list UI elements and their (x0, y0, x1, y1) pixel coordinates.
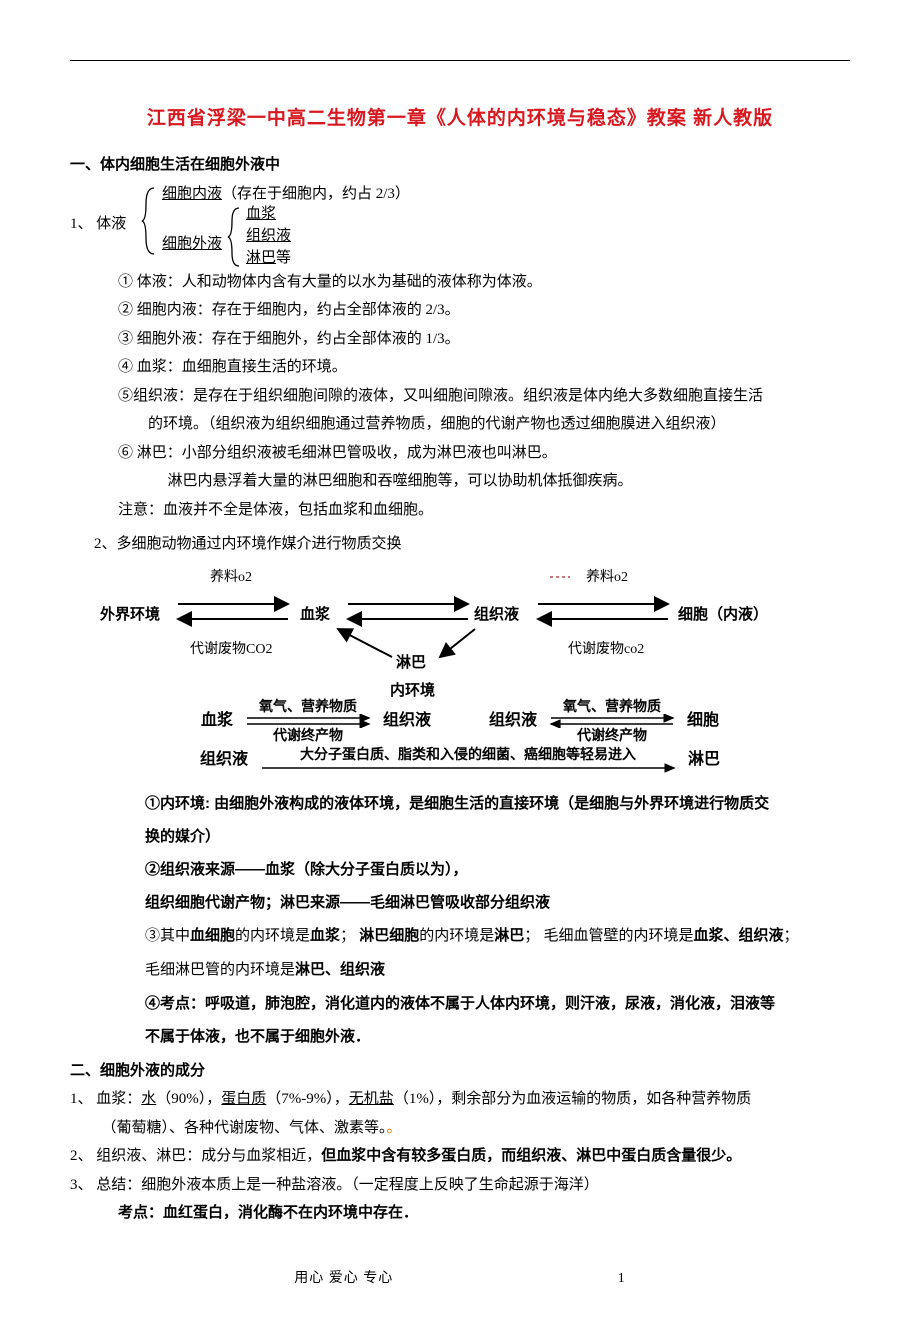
equilibrium-block: 血浆 氧气、营养物质 代谢终产物 组织液 组织液 氧气、营养物质 代谢终产物 细… (70, 699, 850, 773)
flow-label-top2: 养料o2 (586, 565, 628, 592)
flow-node-ext: 外界环境 (100, 601, 160, 630)
eq-a3: 组织液 (489, 710, 537, 732)
flow-label-bot1: 代谢废物CO2 (190, 637, 272, 664)
eq-a5: 组织液 (200, 749, 248, 771)
para-5: 毛细淋巴管的内环境是淋巴、组织液 (145, 953, 850, 987)
def-4: ④ 血浆：血细胞直接生活的环境。 (70, 353, 850, 382)
eq-a1: 血浆 (201, 710, 233, 732)
sec2-l4: 考点：血红蛋白，消化酶不在内环境中存在． (70, 1199, 850, 1228)
def-5b: 的环境。（组织液为组织细胞通过营养物质，细胞的代谢产物也透过细胞膜进入组织液） (70, 410, 850, 439)
para-block: ①内环境: 由细胞外液构成的液体环境，是细胞生活的直接环境（是细胞与外界环境进行… (70, 787, 850, 1053)
flow-label-top1: 养料o2 (210, 565, 252, 592)
top-rule (70, 60, 850, 61)
orange-dot: 。 (387, 1120, 402, 1136)
flow-node-plasma: 血浆 (300, 601, 330, 630)
eq-a6: 淋巴 (688, 749, 720, 771)
para-2: ②组织液来源——血浆（除大分子蛋白质以为）， (145, 853, 850, 886)
brace-root: 1、 体液 (70, 210, 126, 239)
eq-a2: 组织液 (383, 710, 431, 732)
para-1a: ①内环境: 由细胞外液构成的液体环境，是细胞生活的直接环境（是细胞与外界环境进行… (145, 787, 850, 820)
sec2-l2: 2、 组织液、淋巴：成分与血浆相近，但血浆中含有较多蛋白质，而组织液、淋巴中蛋白… (70, 1142, 850, 1171)
eq-stack-3: 大分子蛋白质、脂类和入侵的细菌、癌细胞等轻易进入 (252, 747, 684, 772)
def-3: ③ 细胞外液：存在于细胞外，约占全部体液的 1/3。 (70, 325, 850, 354)
eq-row-1: 血浆 氧气、营养物质 代谢终产物 组织液 组织液 氧气、营养物质 代谢终产物 细… (70, 699, 850, 744)
sub-2: 2、多细胞动物通过内环境作媒介进行物质交换 (70, 530, 850, 559)
eq-row-2: 组织液 大分子蛋白质、脂类和入侵的细菌、癌细胞等轻易进入 淋巴 (70, 747, 850, 772)
sec2-l3: 3、 总结：细胞外液本质上是一种盐溶液。（一定程度上反映了生命起源于海洋） (70, 1171, 850, 1200)
para-6a: ④考点：呼吸道，肺泡腔，消化道内的液体不属于人体内环境，则汗液，尿液，消化液，泪… (145, 987, 850, 1020)
flow-diagram: 养料o2 养料o2 外界环境 血浆 组织液 细胞（内液） 代谢废物CO2 淋巴 … (70, 559, 850, 699)
brace-right-icon (228, 206, 242, 268)
brace-a: 细胞内液（存在于细胞内，约占 2/3） (162, 180, 410, 209)
para-3: 组织细胞代谢产物；淋巴来源——毛细淋巴管吸收部分组织液 (145, 886, 850, 919)
doc-title: 江西省浮梁一中高二生物第一章《人体的内环境与稳态》教案 新人教版 (70, 101, 850, 137)
def-2: ② 细胞内液：存在于细胞内，约占全部体液的 2/3。 (70, 296, 850, 325)
para-4: ③其中血细胞的内环境是血浆； 淋巴细胞的内环境是淋巴； 毛细血管壁的内环境是血浆… (145, 919, 850, 953)
section-1-heading: 一、体内细胞生活在细胞外液中 (70, 151, 850, 180)
def-6a: ⑥ 淋巴：小部分组织液被毛细淋巴管吸收，成为淋巴液也叫淋巴。 (70, 439, 850, 468)
para-1b: 换的媒介） (145, 820, 850, 853)
eq-stack-1: 氧气、营养物质 代谢终产物 (237, 699, 379, 744)
flow-node-tissue: 组织液 (474, 601, 519, 630)
flow-inner-label: 内环境 (390, 677, 435, 706)
footer-page: 1 (618, 1266, 626, 1293)
brace-diagram: 1、 体液 细胞内液（存在于细胞内，约占 2/3） 细胞外液 血浆 组织液 淋巴… (70, 180, 850, 268)
footer: 用心 爱心 专心 1 (70, 1266, 850, 1293)
brace-b: 细胞外液 (162, 230, 222, 259)
brace-c3: 淋巴等 (246, 244, 291, 273)
def-1: ① 体液：人和动物体内含有大量的以水为基础的液体称为体液。 (70, 268, 850, 297)
brace-left-icon (142, 186, 158, 256)
def-note: 注意：血液并不全是体液，包括血浆和血细胞。 (70, 496, 850, 525)
eq-stack-2: 氧气、营养物质 代谢终产物 (541, 699, 683, 744)
flow-label-bot2: 代谢废物co2 (568, 637, 644, 664)
sec2-l1: 1、 血浆：水（90%），蛋白质（7%-9%），无机盐（1%），剩余部分为血液运… (70, 1085, 850, 1114)
sec2-l1-tail: （葡萄糖）、各种代谢废物、气体、激素等。。 (70, 1114, 850, 1143)
footer-motto: 用心 爱心 专心 (294, 1271, 393, 1286)
section-2-heading: 二、细胞外液的成分 (70, 1057, 850, 1086)
flow-node-lymph: 淋巴 (396, 649, 426, 678)
def-6b: 淋巴内悬浮着大量的淋巴细胞和吞噬细胞等，可以协助机体抵御疾病。 (70, 467, 850, 496)
def-5a: ⑤组织液：是存在于组织细胞间隙的液体，又叫细胞间隙液。组织液是体内绝大多数细胞直… (70, 382, 850, 411)
para-6b: 不属于体液，也不属于细胞外液． (145, 1020, 850, 1053)
flow-node-cell: 细胞（内液） (678, 601, 768, 630)
eq-a4: 细胞 (687, 710, 719, 732)
